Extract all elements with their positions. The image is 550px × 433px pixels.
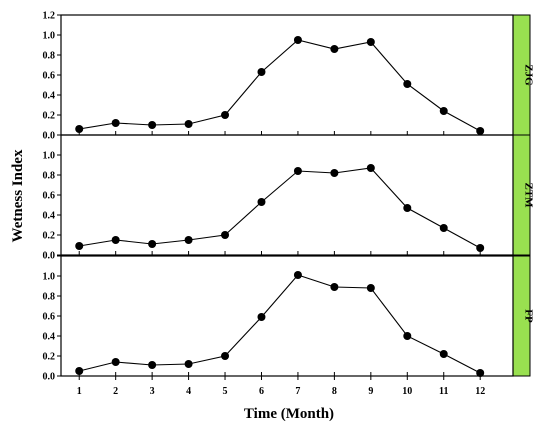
x-tick-label: 2	[113, 386, 118, 397]
data-point	[330, 45, 339, 53]
data-point	[439, 350, 448, 358]
y-tick-label: 0.2	[43, 352, 56, 363]
panel-strip-label: ZTM	[523, 182, 535, 208]
x-tick-label: 10	[402, 386, 412, 397]
x-tick-label: 9	[368, 386, 373, 397]
y-tick-label: 1.0	[43, 272, 56, 283]
data-point	[257, 313, 266, 321]
data-point	[476, 369, 485, 377]
panel-ztm: ZTM 0.0 0.2 0.4 0.6 0.8 1.0	[43, 134, 535, 262]
x-axis-title: Time (Month)	[244, 406, 334, 422]
panel-frame	[60, 134, 514, 256]
series-line	[79, 274, 481, 374]
data-point	[221, 231, 230, 239]
y-tick-label: 0.0	[43, 372, 56, 383]
series-line	[79, 39, 481, 132]
data-point	[221, 352, 230, 360]
data-point	[221, 111, 230, 119]
y-tick-label: 0.6	[43, 191, 56, 202]
data-point	[366, 284, 375, 292]
y-tick-label: 1.2	[43, 11, 56, 22]
y-tick-label: 0.4	[43, 91, 56, 102]
x-tick-label: 3	[150, 386, 155, 397]
y-tick-label: 0.4	[43, 211, 56, 222]
data-point	[148, 240, 157, 248]
data-point	[293, 271, 302, 279]
data-point	[111, 358, 120, 366]
x-axis: 1 2 3 4 5 6 7 8 9 10 11 12	[77, 376, 485, 397]
y-tick-label: 1.0	[43, 31, 56, 42]
data-point	[148, 121, 157, 129]
data-point	[257, 198, 266, 206]
y-tick-label: 0.6	[43, 71, 56, 82]
y-tick-label: 0.0	[43, 251, 56, 262]
y-tick-label: 0.2	[43, 231, 56, 242]
data-point	[184, 236, 193, 244]
data-point	[366, 164, 375, 172]
y-tick-label: 0.4	[43, 332, 56, 343]
x-tick-label: 11	[439, 386, 448, 397]
data-point	[293, 36, 302, 44]
data-point	[184, 360, 193, 368]
y-axis-title: Wetness Index	[10, 149, 26, 242]
x-tick-label: 12	[475, 386, 485, 397]
panel-fp: FP 0.0 0.2 0.4 0.6 0.8 1.0	[43, 255, 535, 383]
data-point	[476, 244, 485, 252]
panel-frame	[60, 255, 514, 377]
data-point	[184, 120, 193, 128]
y-tick-label: 0.0	[43, 131, 56, 142]
x-tick-label: 4	[186, 386, 191, 397]
x-tick-label: 6	[259, 386, 264, 397]
y-tick-label: 0.2	[43, 111, 56, 122]
series-line	[79, 167, 481, 249]
panel-strip-label: FP	[523, 309, 535, 323]
data-point	[403, 332, 412, 340]
data-point	[75, 367, 84, 375]
y-tick-label: 1.0	[43, 151, 56, 162]
panel-strip-label: ZJG	[523, 64, 535, 86]
x-tick-label: 5	[223, 386, 228, 397]
data-point	[148, 361, 157, 369]
data-point	[403, 204, 412, 212]
data-point	[293, 167, 302, 175]
data-point	[75, 242, 84, 250]
data-point	[330, 283, 339, 291]
x-tick-label: 8	[332, 386, 337, 397]
data-point	[257, 68, 266, 76]
data-point	[111, 236, 120, 244]
panels: ZJG 0.0 0.2 0.4 0.6 0.8 1.0 1.2 ZTM 0.0 0.2 0.4 0.6 0…	[43, 11, 535, 383]
x-tick-label: 1	[77, 386, 82, 397]
data-point	[439, 224, 448, 232]
panel-frame	[60, 14, 514, 136]
data-point	[439, 107, 448, 115]
y-tick-label: 0.8	[43, 51, 56, 62]
data-point	[111, 119, 120, 127]
panel-zjg: ZJG 0.0 0.2 0.4 0.6 0.8 1.0 1.2	[43, 11, 535, 142]
y-tick-label: 0.6	[43, 312, 56, 323]
data-point	[403, 80, 412, 88]
data-point	[75, 125, 84, 133]
x-tick-label: 7	[295, 386, 300, 397]
data-point	[476, 127, 485, 135]
y-tick-label: 0.8	[43, 171, 56, 182]
data-point	[366, 38, 375, 46]
data-point	[330, 169, 339, 177]
y-tick-label: 0.8	[43, 292, 56, 303]
